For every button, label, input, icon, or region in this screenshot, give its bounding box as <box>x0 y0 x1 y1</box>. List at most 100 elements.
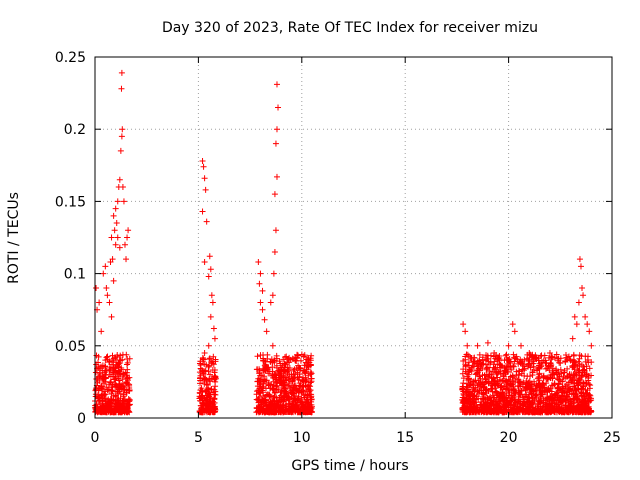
data-point <box>96 299 103 306</box>
data-point <box>573 394 580 401</box>
data-point <box>505 342 512 349</box>
data-point <box>502 352 509 359</box>
data-point <box>524 355 531 362</box>
data-point <box>304 405 311 412</box>
data-point <box>275 387 282 394</box>
data-point <box>257 299 264 306</box>
data-point <box>286 379 293 386</box>
data-point <box>121 387 128 394</box>
data-point <box>207 313 214 320</box>
data-point <box>574 404 581 411</box>
data-point <box>557 355 564 362</box>
data-point <box>270 394 277 401</box>
data-point <box>534 405 541 412</box>
data-point <box>107 379 114 386</box>
data-point <box>585 377 592 384</box>
data-point <box>488 385 495 392</box>
data-point <box>267 408 274 415</box>
data-point <box>94 392 101 399</box>
data-point <box>504 357 511 364</box>
data-point <box>490 392 497 399</box>
data-point <box>543 395 550 402</box>
data-point <box>586 381 593 388</box>
data-point <box>566 409 573 416</box>
data-point <box>199 208 206 215</box>
data-point <box>516 358 523 365</box>
data-point <box>485 371 492 378</box>
data-point <box>209 299 216 306</box>
data-point <box>273 362 280 369</box>
data-point <box>125 227 132 234</box>
data-point <box>118 85 125 92</box>
data-point <box>110 277 117 284</box>
data-point <box>122 380 129 387</box>
data-point <box>483 386 490 393</box>
data-point <box>474 367 481 374</box>
data-point <box>273 126 280 133</box>
data-point <box>470 358 477 365</box>
data-point <box>123 256 130 263</box>
data-point <box>473 393 480 400</box>
data-point <box>551 354 558 361</box>
data-point <box>584 321 591 328</box>
data-point <box>304 392 311 399</box>
data-point <box>264 351 271 358</box>
data-point <box>124 361 131 368</box>
data-point <box>563 354 570 361</box>
data-point <box>95 364 102 371</box>
data-point <box>269 292 276 299</box>
data-point <box>199 367 206 374</box>
data-point <box>104 400 111 407</box>
data-point <box>493 402 500 409</box>
data-point <box>212 391 219 398</box>
data-point <box>124 405 131 412</box>
data-point <box>296 373 303 380</box>
data-point <box>120 393 127 400</box>
data-point <box>548 388 555 395</box>
data-point <box>582 313 589 320</box>
data-point <box>272 227 279 234</box>
data-point <box>573 321 580 328</box>
data-point <box>477 399 484 406</box>
data-point <box>206 371 213 378</box>
data-point <box>560 374 567 381</box>
data-point <box>253 396 260 403</box>
data-point <box>515 367 522 374</box>
data-point <box>476 351 483 358</box>
data-point <box>527 364 534 371</box>
data-point <box>512 377 519 384</box>
data-point <box>270 270 277 277</box>
y-axis-label: ROTI / TECUs <box>6 192 22 284</box>
data-point <box>294 369 301 376</box>
data-point <box>197 374 204 381</box>
data-point <box>578 372 585 379</box>
data-point <box>526 360 533 367</box>
data-point <box>205 273 212 280</box>
data-point <box>544 365 551 372</box>
data-point <box>546 350 553 357</box>
x-tick-label: 20 <box>500 430 518 446</box>
data-point <box>307 387 314 394</box>
data-point <box>93 361 100 368</box>
data-point <box>571 402 578 409</box>
data-point <box>107 378 114 385</box>
data-point <box>485 355 492 362</box>
data-point <box>478 387 485 394</box>
data-point <box>470 378 477 385</box>
data-point <box>283 377 290 384</box>
data-point <box>511 328 518 335</box>
data-point <box>295 393 302 400</box>
data-point <box>308 394 315 401</box>
data-point <box>547 375 554 382</box>
data-point <box>116 176 123 183</box>
data-point <box>100 386 107 393</box>
data-point <box>557 366 564 373</box>
data-point <box>531 378 538 385</box>
data-point <box>566 391 573 398</box>
data-point <box>560 385 567 392</box>
data-point <box>263 328 270 335</box>
data-point <box>211 367 218 374</box>
data-point <box>292 354 299 361</box>
data-point <box>289 378 296 385</box>
